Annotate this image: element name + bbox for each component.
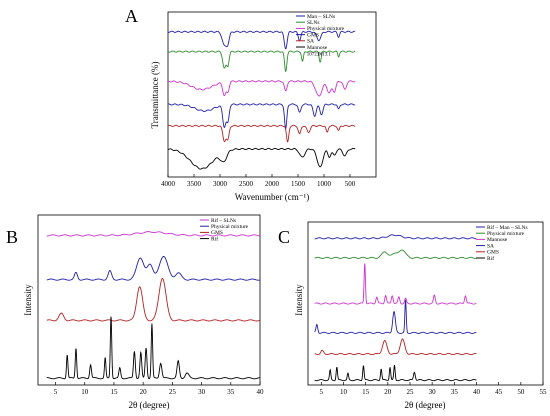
- panel-c-series-line-1: [314, 249, 477, 259]
- panel-a-ylabel: Transmittance (%): [150, 62, 160, 129]
- panel-c-series-line-4: [314, 338, 477, 356]
- panel-a-letter: A: [125, 6, 138, 26]
- panel-b-series-line-0: [46, 231, 260, 237]
- panel-c-legend-label: GMS: [487, 250, 499, 256]
- panel-a-x-tick-label: 1500: [291, 180, 306, 188]
- panel-c-x-tick-label: 10: [340, 388, 348, 396]
- panel-a-series-line-1: [167, 50, 356, 73]
- panel-a-series-line-5: [167, 147, 356, 170]
- panel-a-xlabel: Wavenumber (cm⁻¹): [235, 192, 309, 202]
- panel-b-x-tick-label: 10: [81, 388, 89, 396]
- panel-b-legend-label: Rif – SLNs: [211, 217, 236, 224]
- panel-a-legend-label: SLNs: [307, 20, 320, 26]
- panel-c-xrd-chart: C 5 10 15 20 25 30 35 40 45 50 55 Rif – Man – SLNs…: [278, 221, 548, 410]
- panel-c-x-tick-label: 30: [429, 388, 437, 396]
- panel-a-x-tick-label: 3500: [187, 180, 202, 188]
- panel-c-x-tick-label: 45: [495, 388, 503, 396]
- panel-a-peak-annotation: 1413.1: [317, 53, 331, 58]
- panel-a-frame: [167, 11, 377, 178]
- panel-c-series-line-2: [314, 263, 477, 305]
- panel-b-legend-label: GMS: [211, 230, 223, 236]
- panel-b-series-line-2: [46, 277, 261, 322]
- panel-c-frame: [307, 221, 544, 386]
- panel-b-x-tick-label: 5: [54, 388, 58, 396]
- panel-b-xlabel: 2θ (degree): [128, 400, 169, 410]
- panel-c-x-tick-label: 5: [320, 388, 324, 396]
- panel-c-ylabel: Intensity: [294, 284, 304, 316]
- panel-c-legend-label: Rif: [487, 255, 494, 262]
- panel-b-series-line-1: [46, 255, 260, 281]
- panel-c-legend-label: SA: [487, 243, 494, 249]
- panel-a-series-line-0: [167, 30, 356, 50]
- panel-c-x-tick-label: 40: [473, 388, 481, 396]
- panel-a-legend-label: GMS: [307, 32, 319, 38]
- panel-b-x-tick-label: 35: [227, 388, 235, 396]
- panel-a-x-tick-label: 4000: [161, 180, 176, 188]
- panel-c-x-tick-label: 50: [517, 388, 525, 396]
- panel-b-ylabel: Intensity: [23, 284, 33, 316]
- panel-c-legend-label: Physical mixture: [487, 231, 525, 237]
- panel-c-series-line-3: [314, 299, 477, 334]
- panel-b-legend-label: Physical mixture: [211, 224, 249, 230]
- panel-c-x-tick-label: 20: [384, 388, 392, 396]
- panel-b-x-tick-label: 20: [140, 388, 148, 396]
- panel-c-x-tick-label: 25: [406, 388, 414, 396]
- panel-a-legend-label: Mannose: [307, 45, 328, 51]
- panel-b-x-tick-label: 40: [257, 388, 265, 396]
- panel-a-x-tick-label: 2000: [265, 180, 280, 188]
- panel-c-series-line-0: [314, 234, 477, 240]
- panel-c-xlabel: 2θ (degree): [404, 400, 445, 410]
- panel-a-series-line-2: [167, 80, 356, 97]
- panel-a-peak-annotation: 1072.9: [307, 53, 321, 58]
- panel-b-series-line-3: [46, 316, 260, 380]
- panel-c-series-line-5: [314, 365, 477, 382]
- panel-c-x-tick-label: 15: [362, 388, 370, 396]
- panel-c-legend-label: Rif – Man – SLNs: [487, 224, 528, 231]
- panel-a-x-tick-label: 500: [345, 180, 356, 188]
- panel-c-x-tick-label: 35: [451, 388, 459, 396]
- panel-b-x-tick-label: 30: [198, 388, 206, 396]
- panel-a-legend-label: SA: [307, 39, 314, 45]
- panel-a-x-tick-label: 3000: [213, 180, 228, 188]
- panel-b-legend-label: Rif: [211, 235, 218, 242]
- panel-c-x-tick-label: 55: [540, 388, 548, 396]
- panel-a-legend-label: Man – SLNs: [307, 14, 335, 20]
- panel-c-legend-label: Mannose: [487, 237, 508, 243]
- panel-b-x-tick-label: 25: [169, 388, 177, 396]
- panel-b-letter: B: [6, 227, 18, 247]
- panel-a-ftir-chart: A 4000 3500 3000 2500 2000 1500 1000 500 Man – …: [125, 6, 377, 202]
- panel-c-letter: C: [278, 227, 290, 247]
- panel-a-x-tick-label: 1000: [317, 180, 332, 188]
- panel-a-series-line-4: [167, 124, 356, 143]
- panel-a-series-line-3: [167, 103, 356, 130]
- panel-a-legend-label: Physical mixture: [307, 26, 345, 32]
- panel-b-x-tick-label: 15: [110, 388, 118, 396]
- panel-a-x-tick-label: 2500: [239, 180, 254, 188]
- panel-b-frame: [37, 214, 261, 386]
